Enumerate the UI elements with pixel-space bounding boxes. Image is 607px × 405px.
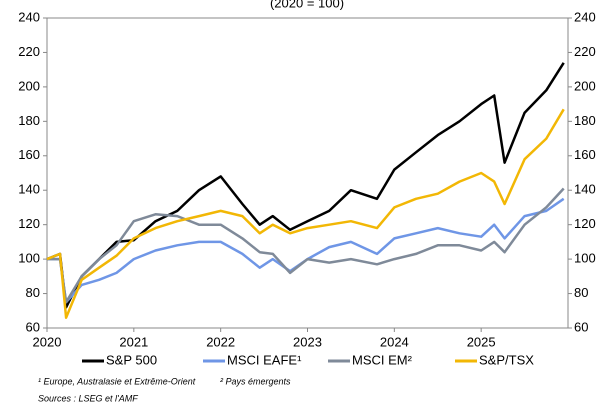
y2-tick-label: 140 bbox=[574, 182, 596, 197]
y2-tick-label: 240 bbox=[574, 9, 596, 24]
y2-tick-label: 60 bbox=[574, 319, 588, 334]
y-tick-label: 100 bbox=[18, 251, 40, 266]
y-tick-label: 60 bbox=[26, 319, 40, 334]
footnote: Sources : LSEG et l'AMF bbox=[38, 393, 138, 403]
series-line bbox=[46, 62, 565, 309]
chart-title: (2020 = 100) bbox=[270, 0, 344, 10]
y-tick-label: 220 bbox=[18, 44, 40, 59]
legend-label: S&P 500 bbox=[106, 352, 157, 367]
x-tick-label: 2022 bbox=[206, 334, 235, 349]
y-tick-label: 140 bbox=[18, 182, 40, 197]
y-tick-label: 240 bbox=[18, 9, 40, 24]
y-tick-label: 180 bbox=[18, 113, 40, 128]
y2-tick-label: 160 bbox=[574, 147, 596, 162]
y2-tick-label: 180 bbox=[574, 113, 596, 128]
y2-tick-label: 80 bbox=[574, 285, 588, 300]
series-line bbox=[47, 197, 565, 304]
x-tick-label: 2025 bbox=[467, 334, 496, 349]
y-tick-label: 160 bbox=[18, 147, 40, 162]
x-tick-label: 2023 bbox=[293, 334, 322, 349]
footnote: ² Pays émergents bbox=[220, 376, 291, 386]
x-tick-label: 2024 bbox=[380, 334, 409, 349]
legend-label: S&P/TSX bbox=[479, 352, 534, 367]
legend-label: MSCI EM² bbox=[352, 352, 413, 367]
x-tick-label: 2021 bbox=[119, 334, 148, 349]
series-line bbox=[46, 108, 565, 319]
y2-tick-label: 120 bbox=[574, 216, 596, 231]
x-tick-label: 2020 bbox=[33, 334, 62, 349]
y-tick-label: 120 bbox=[18, 216, 40, 231]
legend-label: MSCI EAFE¹ bbox=[227, 352, 302, 367]
plot-frame bbox=[46, 17, 569, 329]
y2-tick-label: 220 bbox=[574, 44, 596, 59]
y-tick-label: 80 bbox=[26, 285, 40, 300]
y2-tick-label: 200 bbox=[574, 78, 596, 93]
footnote: ¹ Europe, Australasie et Extrême-Orient bbox=[38, 376, 196, 386]
y2-tick-label: 100 bbox=[574, 251, 596, 266]
series-line bbox=[47, 187, 565, 304]
y-tick-label: 200 bbox=[18, 78, 40, 93]
